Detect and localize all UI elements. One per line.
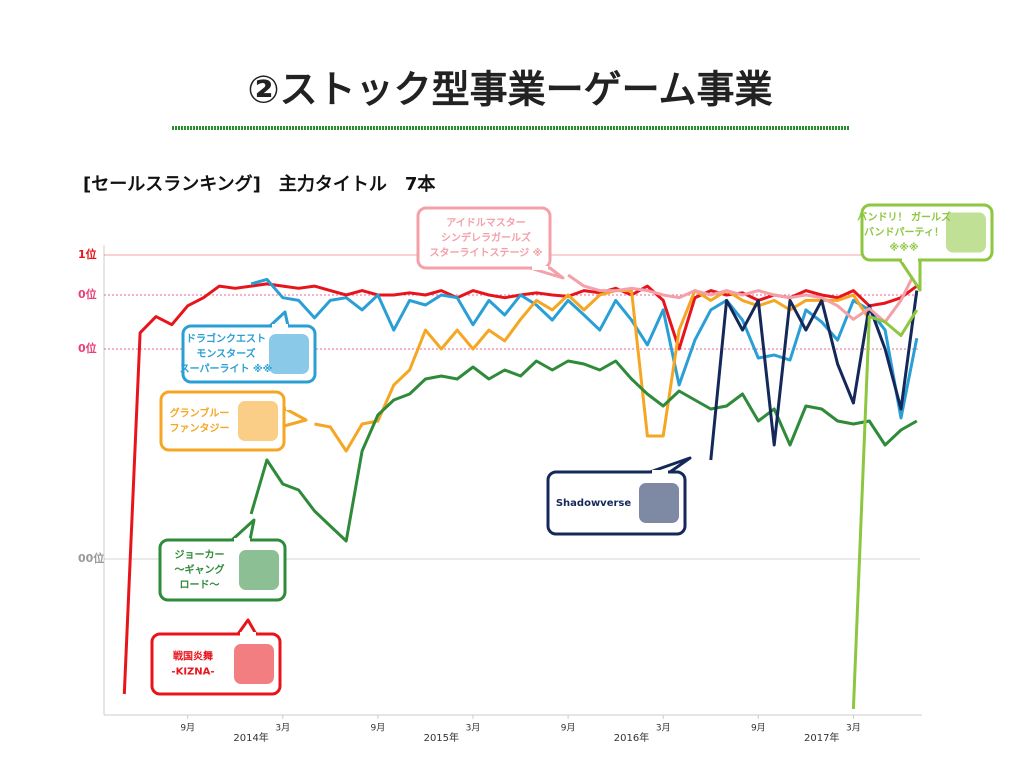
x-tick-label: 9月 xyxy=(180,723,195,734)
callout-tail-cover xyxy=(272,324,288,328)
callout-label: バンドリ！ ガールズ xyxy=(857,211,951,224)
callout-tail-cover xyxy=(240,632,256,636)
chart-subtitle: [セールスランキング] 主力タイトル 7本 xyxy=(83,173,435,195)
x-tick-label: 9月 xyxy=(561,723,576,734)
slide-title: ②ストック型事業ーゲーム事業 xyxy=(247,68,772,112)
app-icon xyxy=(239,550,279,590)
callout-tail xyxy=(230,518,256,542)
callout-box xyxy=(416,206,552,270)
callout-label: バンドパーティ！ xyxy=(864,227,944,239)
callout-tail xyxy=(236,618,258,636)
app-icon xyxy=(639,483,679,523)
year-label: 2015年 xyxy=(424,731,459,744)
year-label: 2017年 xyxy=(804,731,839,744)
callout-label: ファンタジー xyxy=(170,423,230,435)
callout-label: ※※※ xyxy=(889,242,918,254)
series-line xyxy=(250,277,919,420)
callout-tail xyxy=(282,406,308,428)
callout-label: グランブルー xyxy=(170,407,230,420)
x-tick-label: 3月 xyxy=(275,723,290,734)
x-tick-label: 3月 xyxy=(846,723,861,734)
callout-label: スーパーライト ※※ xyxy=(180,363,273,375)
callout-label: シンデレラガールズ xyxy=(441,231,531,244)
y-tick-label: 1位 xyxy=(78,247,97,261)
year-label: 2016年 xyxy=(614,731,649,744)
callout-tail-cover xyxy=(234,538,250,542)
callout-label: モンスターズ xyxy=(196,347,255,360)
callout-label: -KIZNA- xyxy=(171,667,214,678)
app-icon xyxy=(238,401,278,441)
series-line xyxy=(567,267,919,324)
callout-label: スターライトステージ ※ xyxy=(429,247,542,259)
series-line xyxy=(709,290,919,461)
callout-tail-cover xyxy=(902,258,918,262)
callout: Shadowverse xyxy=(546,456,692,536)
series-line xyxy=(851,309,919,710)
callout-label: 戦国炎舞 xyxy=(173,650,213,663)
callout-label: ロード〜 xyxy=(180,579,220,591)
app-icon xyxy=(234,644,274,684)
y-tick-label: 0位 xyxy=(78,287,97,301)
callout-tail-cover xyxy=(286,406,302,410)
callout-label: ジョーカー xyxy=(175,549,225,561)
x-tick-label: 9月 xyxy=(751,723,766,734)
callout-label: 〜ギャング xyxy=(175,563,225,576)
app-icon xyxy=(269,334,309,374)
callout-label: アイドルマスター xyxy=(446,217,526,229)
callout: 戦国炎舞 -KIZNA- xyxy=(150,618,282,696)
x-tick-label: 3月 xyxy=(656,723,671,734)
y-tick-label: 00位 xyxy=(78,551,104,565)
y-tick-label: 0位 xyxy=(78,341,97,355)
x-tick-label: 3月 xyxy=(466,723,481,734)
x-tick-label: 9月 xyxy=(371,723,386,734)
callout-label: Shadowverse xyxy=(556,498,632,509)
callout-tail xyxy=(268,310,290,328)
callout-tail xyxy=(648,456,692,474)
callout-label: ドラゴンクエスト xyxy=(186,332,266,345)
series-line xyxy=(314,289,871,453)
year-label: 2014年 xyxy=(233,731,268,744)
app-icon xyxy=(946,212,986,253)
callout-tail-cover xyxy=(532,266,548,270)
series-line xyxy=(249,359,918,543)
callout-tail-cover xyxy=(652,470,668,474)
